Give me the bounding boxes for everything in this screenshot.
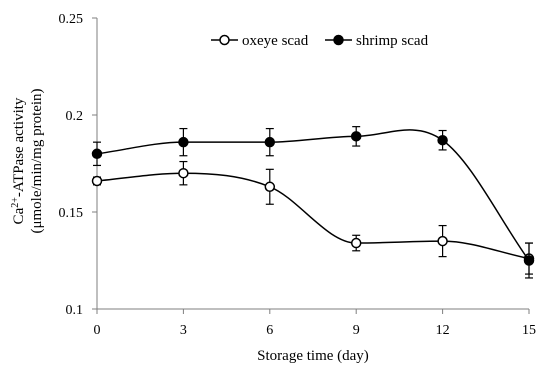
x-tick-label: 12 — [436, 323, 450, 338]
x-tick-label: 3 — [180, 323, 187, 338]
data-point — [91, 175, 103, 187]
legend-label: shrimp scad — [356, 33, 429, 49]
axes: 0.1 0.15 0.2 0.25 0 3 6 9 12 15 — [59, 12, 536, 338]
y-axis-title-superscript: 2+ — [10, 197, 21, 208]
data-point — [91, 148, 103, 160]
series-line — [96, 172, 530, 260]
series-layer — [91, 126, 535, 279]
x-tick-label: 0 — [94, 323, 101, 338]
data-point — [437, 134, 448, 146]
legend-marker — [333, 34, 344, 46]
y-axis-title-line-1: Ca2+-ATPase activity — [10, 97, 27, 224]
y-tick-label: 0.15 — [59, 206, 84, 221]
data-point — [178, 167, 189, 179]
data-point — [350, 237, 362, 249]
series-shrimp-scad — [91, 126, 535, 279]
data-point — [264, 181, 276, 193]
legend-marker — [219, 34, 230, 46]
data-point — [178, 136, 189, 148]
y-tick-label: 0.25 — [59, 12, 84, 27]
data-point — [437, 235, 448, 247]
y-tick-label: 0.2 — [66, 109, 84, 124]
y-axis-title-suffix: -ATPase activity — [11, 97, 27, 197]
series-line — [96, 129, 530, 261]
legend-label: oxeye scad — [242, 33, 309, 49]
y-tick-label: 0.1 — [66, 303, 84, 318]
legend-item-oxeye-scad: oxeye scad — [211, 33, 309, 49]
y-axis-title-prefix: Ca — [11, 207, 27, 224]
data-point — [264, 136, 276, 148]
legend-item-shrimp-scad: shrimp scad — [325, 33, 429, 49]
y-axis-title: Ca2+-ATPase activity (μmole/min/mg prote… — [10, 88, 45, 233]
legend: oxeye scad shrimp scad — [211, 33, 429, 49]
x-axis-title: Storage time (day) — [257, 348, 369, 364]
series-oxeye-scad — [91, 160, 535, 275]
x-tick-label: 9 — [353, 323, 360, 338]
y-axis-title-line-2: (μmole/min/mg protein) — [29, 88, 45, 233]
x-tick-label: 15 — [522, 323, 536, 338]
data-point — [523, 255, 535, 266]
x-tick-label: 6 — [266, 323, 273, 338]
data-point — [350, 131, 362, 142]
